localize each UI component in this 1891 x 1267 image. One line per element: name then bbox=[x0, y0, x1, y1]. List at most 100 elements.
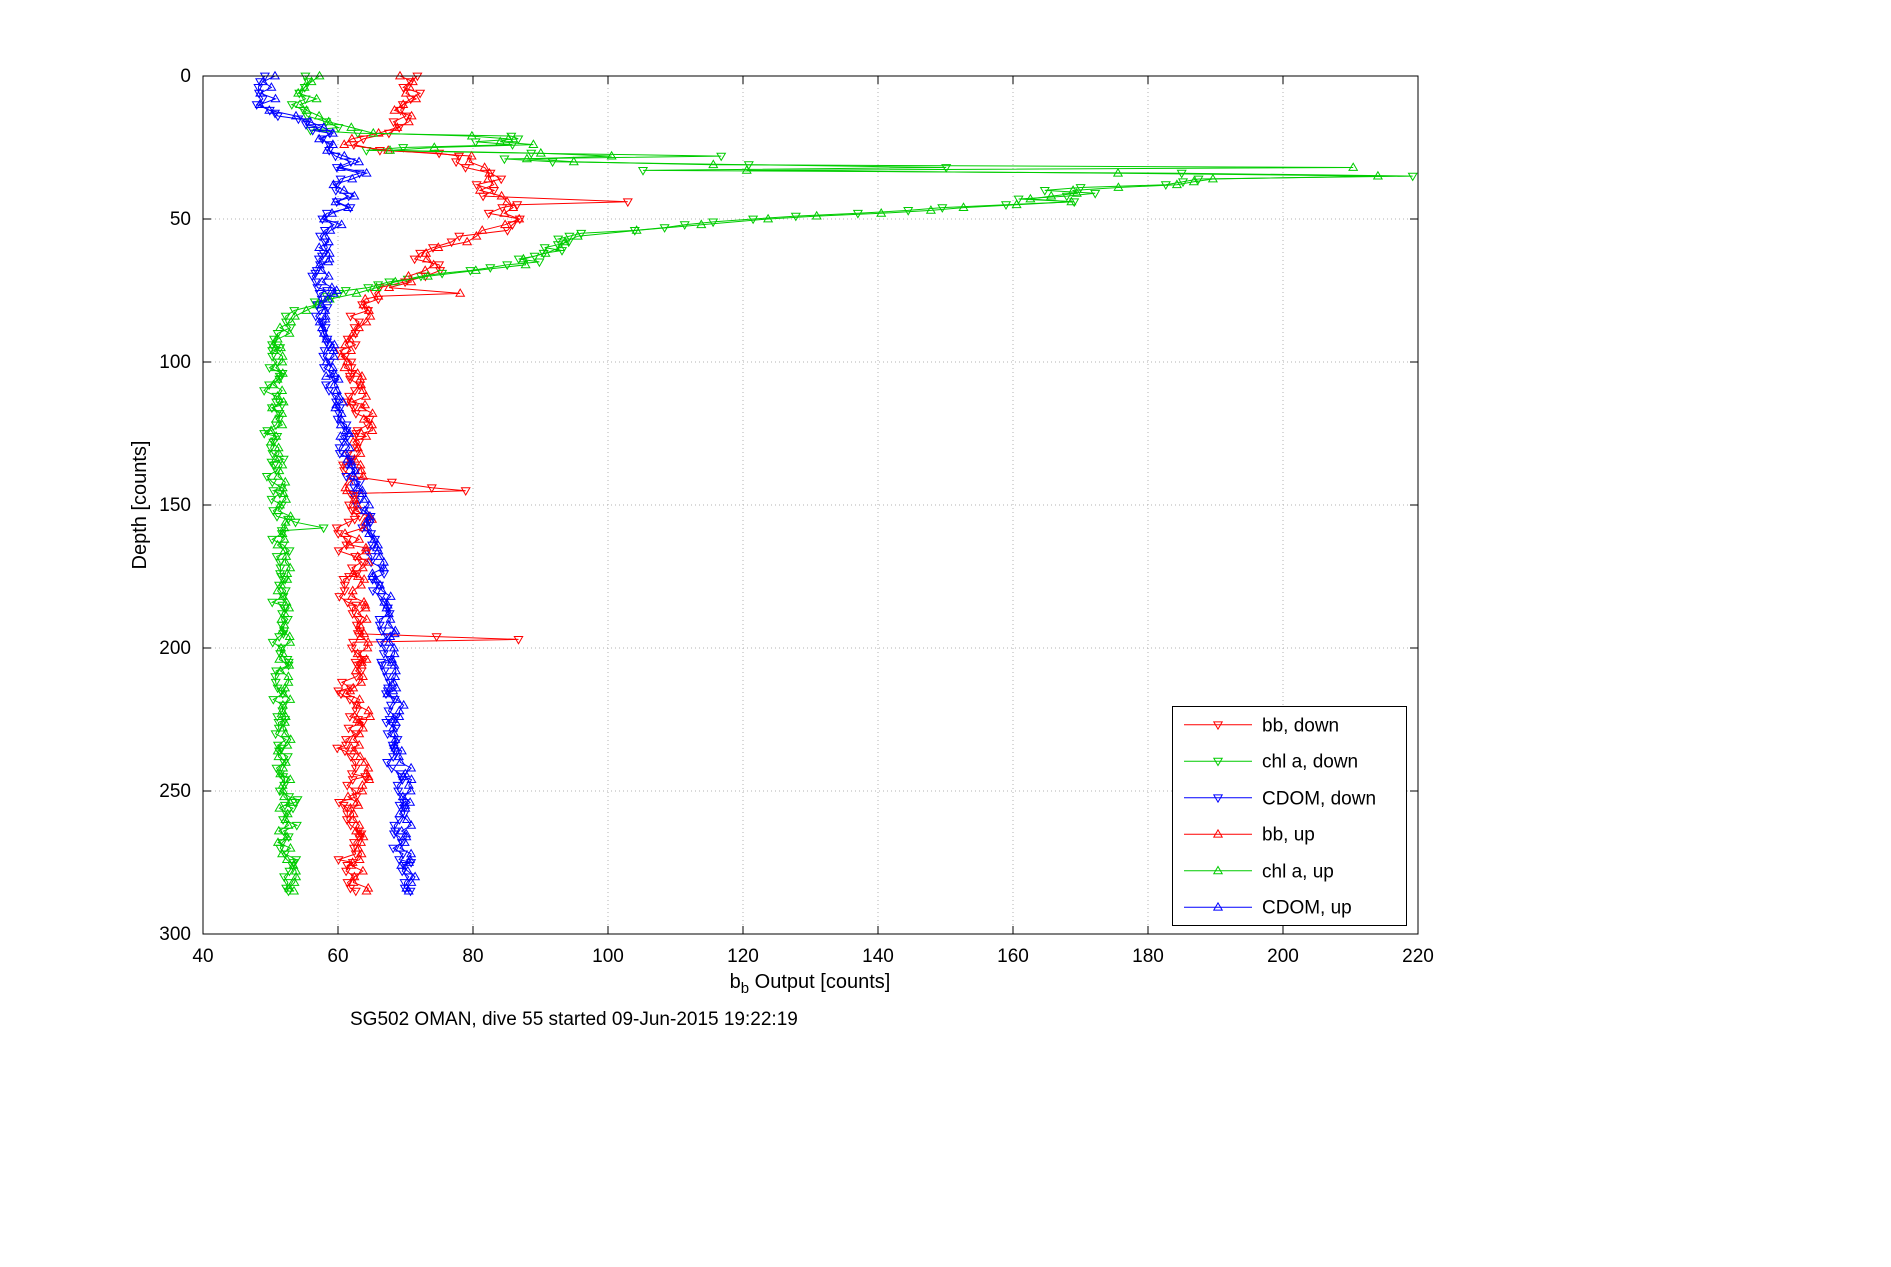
data-marker bbox=[341, 741, 352, 751]
data-marker bbox=[415, 89, 426, 99]
data-marker bbox=[274, 322, 286, 332]
data-marker bbox=[378, 562, 389, 572]
data-marker bbox=[354, 694, 365, 703]
data-marker bbox=[339, 587, 350, 597]
data-marker bbox=[326, 208, 338, 217]
data-marker bbox=[264, 105, 275, 114]
data-marker bbox=[393, 751, 404, 761]
data-marker bbox=[352, 129, 363, 139]
data-marker bbox=[364, 499, 375, 509]
data-marker bbox=[405, 785, 416, 795]
data-marker bbox=[359, 399, 371, 409]
data-marker bbox=[373, 127, 384, 137]
data-marker bbox=[339, 362, 350, 372]
data-marker bbox=[339, 581, 350, 591]
data-marker bbox=[410, 871, 421, 881]
data-marker bbox=[395, 757, 406, 766]
data-marker bbox=[405, 887, 416, 897]
data-marker bbox=[314, 316, 325, 326]
data-marker bbox=[278, 630, 289, 639]
data-marker bbox=[350, 665, 361, 675]
data-marker bbox=[272, 539, 283, 549]
data-marker bbox=[279, 608, 290, 618]
data-marker bbox=[385, 614, 396, 623]
data-marker bbox=[406, 276, 417, 286]
data-marker bbox=[266, 402, 278, 412]
data-marker bbox=[365, 310, 376, 320]
data-marker bbox=[346, 133, 357, 143]
data-marker bbox=[282, 574, 293, 583]
data-marker bbox=[396, 745, 407, 755]
data-marker bbox=[344, 539, 355, 549]
data-marker bbox=[301, 105, 312, 114]
data-marker bbox=[299, 82, 310, 91]
data-marker bbox=[259, 72, 270, 82]
data-marker bbox=[631, 225, 642, 234]
data-marker bbox=[1071, 188, 1082, 197]
data-marker bbox=[346, 644, 357, 654]
data-marker bbox=[345, 204, 356, 213]
data-marker bbox=[356, 830, 367, 840]
data-marker bbox=[280, 494, 292, 503]
data-marker bbox=[392, 122, 403, 131]
legend-label: bb, up bbox=[1262, 825, 1315, 846]
data-marker bbox=[876, 208, 887, 217]
data-marker bbox=[266, 82, 277, 91]
data-marker bbox=[502, 196, 513, 206]
data-marker bbox=[331, 164, 342, 173]
data-marker bbox=[318, 524, 329, 534]
data-marker bbox=[275, 768, 286, 778]
data-marker bbox=[251, 101, 262, 110]
data-marker bbox=[278, 488, 289, 498]
data-marker bbox=[404, 82, 415, 91]
data-marker bbox=[528, 139, 539, 149]
data-marker bbox=[353, 800, 364, 809]
data-marker bbox=[300, 72, 311, 82]
data-marker bbox=[291, 856, 302, 865]
data-marker bbox=[320, 324, 331, 333]
data-marker bbox=[350, 601, 362, 611]
data-marker bbox=[466, 150, 477, 160]
data-marker bbox=[357, 780, 368, 789]
data-marker bbox=[321, 333, 332, 343]
data-marker bbox=[446, 238, 457, 248]
data-marker bbox=[406, 110, 417, 120]
data-marker bbox=[346, 456, 357, 466]
data-marker bbox=[763, 213, 774, 223]
data-marker bbox=[280, 814, 291, 823]
data-marker bbox=[283, 677, 294, 686]
data-marker bbox=[333, 856, 344, 865]
legend-entry-chl-down: chl a, down bbox=[1184, 752, 1358, 773]
data-marker bbox=[495, 136, 506, 146]
data-marker bbox=[272, 505, 284, 515]
data-marker bbox=[279, 716, 291, 725]
data-marker bbox=[398, 144, 409, 153]
data-marker bbox=[477, 225, 488, 234]
x-tick-label: 80 bbox=[462, 946, 483, 967]
data-marker bbox=[270, 362, 281, 372]
data-marker bbox=[535, 147, 546, 157]
data-marker bbox=[1069, 198, 1080, 208]
data-marker bbox=[357, 562, 368, 572]
data-marker bbox=[1113, 182, 1124, 191]
data-marker bbox=[271, 667, 282, 677]
data-marker bbox=[363, 284, 374, 293]
data-marker bbox=[276, 744, 287, 754]
data-marker bbox=[403, 885, 414, 895]
data-marker bbox=[336, 351, 347, 360]
data-marker bbox=[941, 164, 952, 173]
data-marker bbox=[354, 828, 365, 838]
data-marker bbox=[359, 574, 370, 583]
data-marker bbox=[360, 542, 371, 552]
data-marker bbox=[333, 391, 345, 400]
y-tick-label: 50 bbox=[170, 209, 191, 230]
x-tick-label: 220 bbox=[1402, 946, 1434, 967]
data-marker bbox=[1193, 175, 1204, 185]
data-marker bbox=[355, 837, 367, 846]
data-marker bbox=[391, 694, 402, 703]
data-marker bbox=[340, 688, 351, 698]
data-marker bbox=[373, 281, 384, 291]
data-marker bbox=[369, 534, 380, 543]
data-marker bbox=[346, 122, 357, 131]
data-marker bbox=[375, 551, 386, 560]
